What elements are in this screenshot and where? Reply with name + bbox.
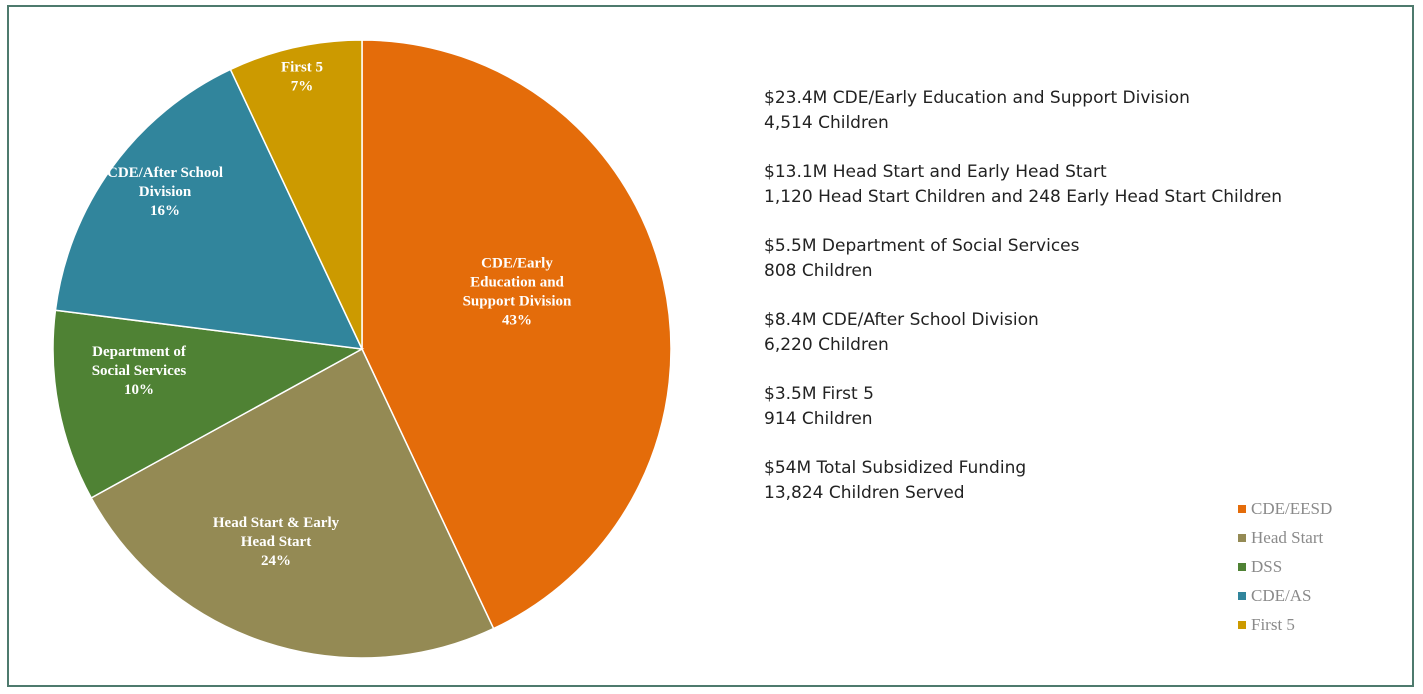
legend-item: Head Start <box>1238 523 1332 552</box>
legend-item: CDE/EESD <box>1238 494 1332 523</box>
summary-amount: $3.5M First 5 <box>764 384 874 404</box>
slice-label: Department of Social Services 10% <box>92 344 187 398</box>
pie-slice <box>52 309 365 499</box>
summary-children: 914 Children <box>764 409 873 429</box>
legend-swatch <box>1238 533 1246 542</box>
legend-label: CDE/EESD <box>1251 498 1333 518</box>
summary-item-total: $54M Total Subsidized Funding 13,824 Chi… <box>764 456 1384 506</box>
funding-summary: $23.4M CDE/Early Education and Support D… <box>764 86 1384 530</box>
legend-item: CDE/AS <box>1238 581 1332 610</box>
legend-swatch <box>1238 562 1246 571</box>
legend-item: First 5 <box>1238 610 1332 639</box>
summary-amount: $13.1M Head Start and Early Head Start <box>764 162 1107 182</box>
legend-swatch <box>1238 591 1246 600</box>
legend-item: DSS <box>1238 552 1332 581</box>
summary-amount: $54M Total Subsidized Funding <box>764 458 1027 478</box>
summary-children: 808 Children <box>764 261 873 281</box>
pie-slice <box>90 347 495 659</box>
legend-label: CDE/AS <box>1251 585 1312 605</box>
summary-item-cde-eesd: $23.4M CDE/Early Education and Support D… <box>764 86 1384 136</box>
legend-label: First 5 <box>1251 614 1295 634</box>
summary-children: 4,514 Children <box>764 113 889 133</box>
pie-slice <box>361 39 672 630</box>
legend-swatch <box>1238 620 1246 629</box>
slice-label: Head Start & Early Head Start 24% <box>213 515 340 569</box>
legend-label: Head Start <box>1251 527 1324 547</box>
slice-label: CDE/After School Division 16% <box>107 165 223 219</box>
legend-swatch <box>1238 504 1246 513</box>
summary-item-head-start: $13.1M Head Start and Early Head Start 1… <box>764 160 1384 210</box>
chart-legend: CDE/EESD Head Start DSS CDE/AS First 5 <box>1238 494 1332 639</box>
pie-slice <box>229 39 363 350</box>
slice-label: First 5 7% <box>281 60 323 95</box>
summary-amount: $5.5M Department of Social Services <box>764 236 1080 256</box>
summary-children: 13,824 Children Served <box>764 483 965 503</box>
slice-label: CDE/Early Education and Support Division 43… <box>463 256 572 329</box>
summary-children: 1,120 Head Start Children and 248 Early … <box>764 187 1283 207</box>
summary-item-dss: $5.5M Department of Social Services 808 … <box>764 234 1384 284</box>
summary-children: 6,220 Children <box>764 335 889 355</box>
pie-slice <box>54 68 364 350</box>
summary-amount: $8.4M CDE/After School Division <box>764 310 1039 330</box>
summary-amount: $23.4M CDE/Early Education and Support D… <box>764 88 1190 108</box>
summary-item-first-5: $3.5M First 5 914 Children <box>764 382 1384 432</box>
legend-label: DSS <box>1251 556 1283 576</box>
summary-item-cde-as: $8.4M CDE/After School Division 6,220 Ch… <box>764 308 1384 358</box>
